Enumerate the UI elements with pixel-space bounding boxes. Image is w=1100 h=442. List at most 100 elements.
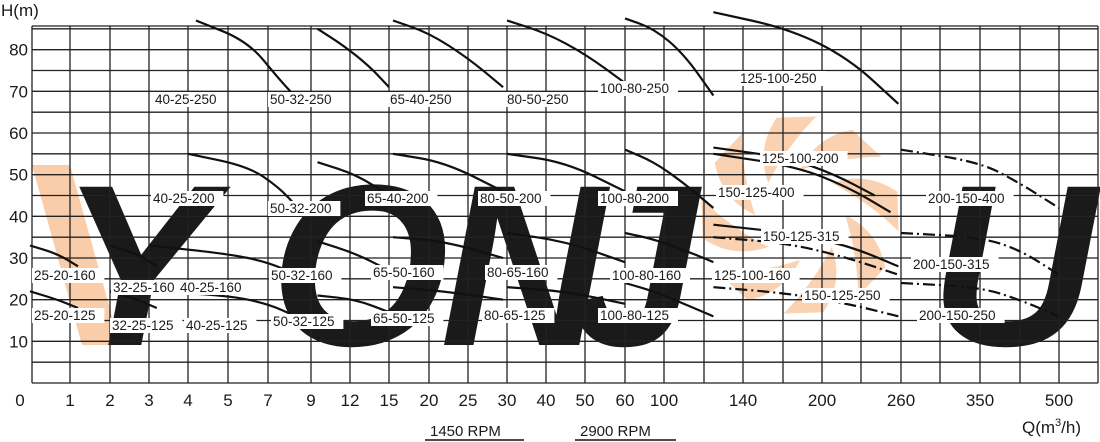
curve-label-bg (371, 265, 444, 280)
curve-label-125-100-160: 125-100-160 (714, 268, 791, 283)
y-tick-label: 70 (9, 82, 28, 101)
curve-label-100-80-200: 100-80-200 (600, 191, 669, 206)
curve-label-bg (598, 191, 678, 206)
curve-label-200-150-250: 200-150-250 (919, 308, 996, 323)
watermark-letter-y: Y (60, 137, 231, 394)
curve-label-bg (184, 318, 257, 333)
curve-label-65-40-250: 65-40-250 (390, 92, 452, 107)
x-axis-label: Q(m3/h) (1022, 417, 1081, 437)
curve-label-bg (911, 257, 999, 272)
watermark-swirl-icon (701, 116, 899, 314)
curve-80-50-250 (506, 19, 626, 84)
curve-80-65-125 (506, 286, 626, 305)
curve-label-bg (151, 191, 224, 206)
curve-label-bg (371, 311, 444, 326)
curve-label-40-25-200: 40-25-200 (153, 191, 215, 206)
curve-125-100-250 (713, 11, 900, 105)
curve-40-25-160 (148, 244, 297, 276)
curve-65-40-250 (392, 19, 504, 89)
curve-label-bg (482, 308, 555, 323)
x-tick-label: 15 (380, 391, 399, 410)
curve-32-25-125 (109, 290, 158, 310)
curve-label-bg (271, 314, 344, 329)
curve-label-50-32-125: 50-32-125 (273, 314, 335, 329)
curve-80-50-200 (506, 152, 626, 193)
y-tick-label: 40 (9, 207, 28, 226)
curve-25-20-160 (29, 244, 79, 268)
curve-label-bg (269, 268, 342, 283)
curve-200-150-400 (900, 148, 1060, 209)
curve-label-bg (598, 308, 678, 323)
y-tick-label: 80 (9, 41, 28, 60)
curve-label-150-125-250: 150-125-250 (804, 288, 881, 303)
curve-50-32-125 (317, 294, 390, 314)
curve-80-65-160 (506, 231, 626, 264)
curve-label-32-25-125: 32-25-125 (112, 318, 174, 333)
curve-label-80-65-160: 80-65-160 (487, 265, 549, 280)
speed-label-2900: 2900 RPM (575, 423, 676, 441)
curve-label-125-100-250: 125-100-250 (740, 71, 817, 86)
curve-label-bg (365, 191, 438, 206)
x-tick-label: 0 (15, 391, 24, 410)
x-tick-label: 5 (223, 391, 232, 410)
y-tick-label: 30 (9, 249, 28, 268)
curve-label-bg (505, 92, 578, 107)
curve-label-bg (761, 229, 849, 244)
x-tick-label: 30 (498, 391, 517, 410)
speed-label-2900-text: 2900 RPM (580, 423, 651, 440)
curve-label-80-50-200: 80-50-200 (480, 191, 542, 206)
curve-label-80-65-125: 80-65-125 (484, 308, 546, 323)
curve-label-200-150-400: 200-150-400 (928, 191, 1005, 206)
x-tick-label: 50 (576, 391, 595, 410)
curve-65-50-125 (392, 286, 504, 301)
curve-label-65-40-200: 65-40-200 (367, 191, 429, 206)
y-tick-label: 20 (9, 291, 28, 310)
x-axis-label-sup: 3 (1055, 417, 1061, 429)
curve-label-65-50-125: 65-50-125 (373, 311, 435, 326)
x-tick-label: 2 (105, 391, 114, 410)
curve-label-65-50-160: 65-50-160 (373, 265, 435, 280)
x-tick-label: 40 (537, 391, 556, 410)
curve-labels-layer: 40-25-250 50-32-250 65-40-250 80-50-250 100-… (32, 71, 1014, 333)
x-tick-label: 4 (183, 391, 192, 410)
x-tick-labels: 0 1 2 3 4 5 7 9 12 15 20 25 30 40 50 60 100 140 200 260 350 5… (15, 391, 1073, 410)
curve-25-20-125 (29, 290, 79, 310)
curve-label-bg (32, 308, 105, 323)
x-tick-label: 12 (341, 391, 360, 410)
curve-40-25-250 (195, 19, 299, 101)
curve-label-bg (388, 92, 461, 107)
curve-50-32-200 (317, 161, 390, 197)
curve-100-80-250 (624, 17, 715, 97)
x-axis-label-tail: /h) (1061, 418, 1081, 437)
curve-label-bg (111, 280, 184, 295)
y-tick-label: 60 (9, 124, 28, 143)
curve-label-bg (478, 191, 551, 206)
y-tick-label: 10 (9, 332, 28, 351)
y-axis-label: H(m) (1, 1, 39, 20)
x-axis-label-main: Q(m (1022, 418, 1055, 437)
x-tick-label: 20 (420, 391, 439, 410)
x-tick-label: 3 (144, 391, 153, 410)
curve-65-40-200 (392, 152, 504, 193)
x-tick-label: 200 (808, 391, 836, 410)
x-tick-label: 9 (306, 391, 315, 410)
x-tick-label: 140 (729, 391, 757, 410)
curve-200-150-315 (900, 231, 1060, 276)
curve-50-32-160 (317, 240, 390, 272)
curve-100-80-160 (624, 231, 714, 264)
curve-label-50-32-200: 50-32-200 (270, 201, 332, 216)
curve-label-bg (268, 201, 341, 216)
curve-label-bg (712, 268, 800, 283)
x-tick-label: 260 (887, 391, 915, 410)
curve-label-bg (802, 288, 890, 303)
curve-label-100-80-160: 100-80-160 (612, 268, 681, 283)
curve-label-100-80-250: 100-80-250 (600, 81, 669, 96)
x-tick-label: 1 (65, 391, 74, 410)
curve-100-80-125 (624, 281, 714, 318)
curve-label-bg (760, 151, 848, 166)
speed-label-1450-text: 1450 RPM (430, 423, 501, 440)
curve-label-bg (598, 81, 678, 96)
curve-label-bg (32, 268, 105, 283)
curve-label-bg (153, 92, 226, 107)
curve-40-25-200 (187, 152, 299, 209)
